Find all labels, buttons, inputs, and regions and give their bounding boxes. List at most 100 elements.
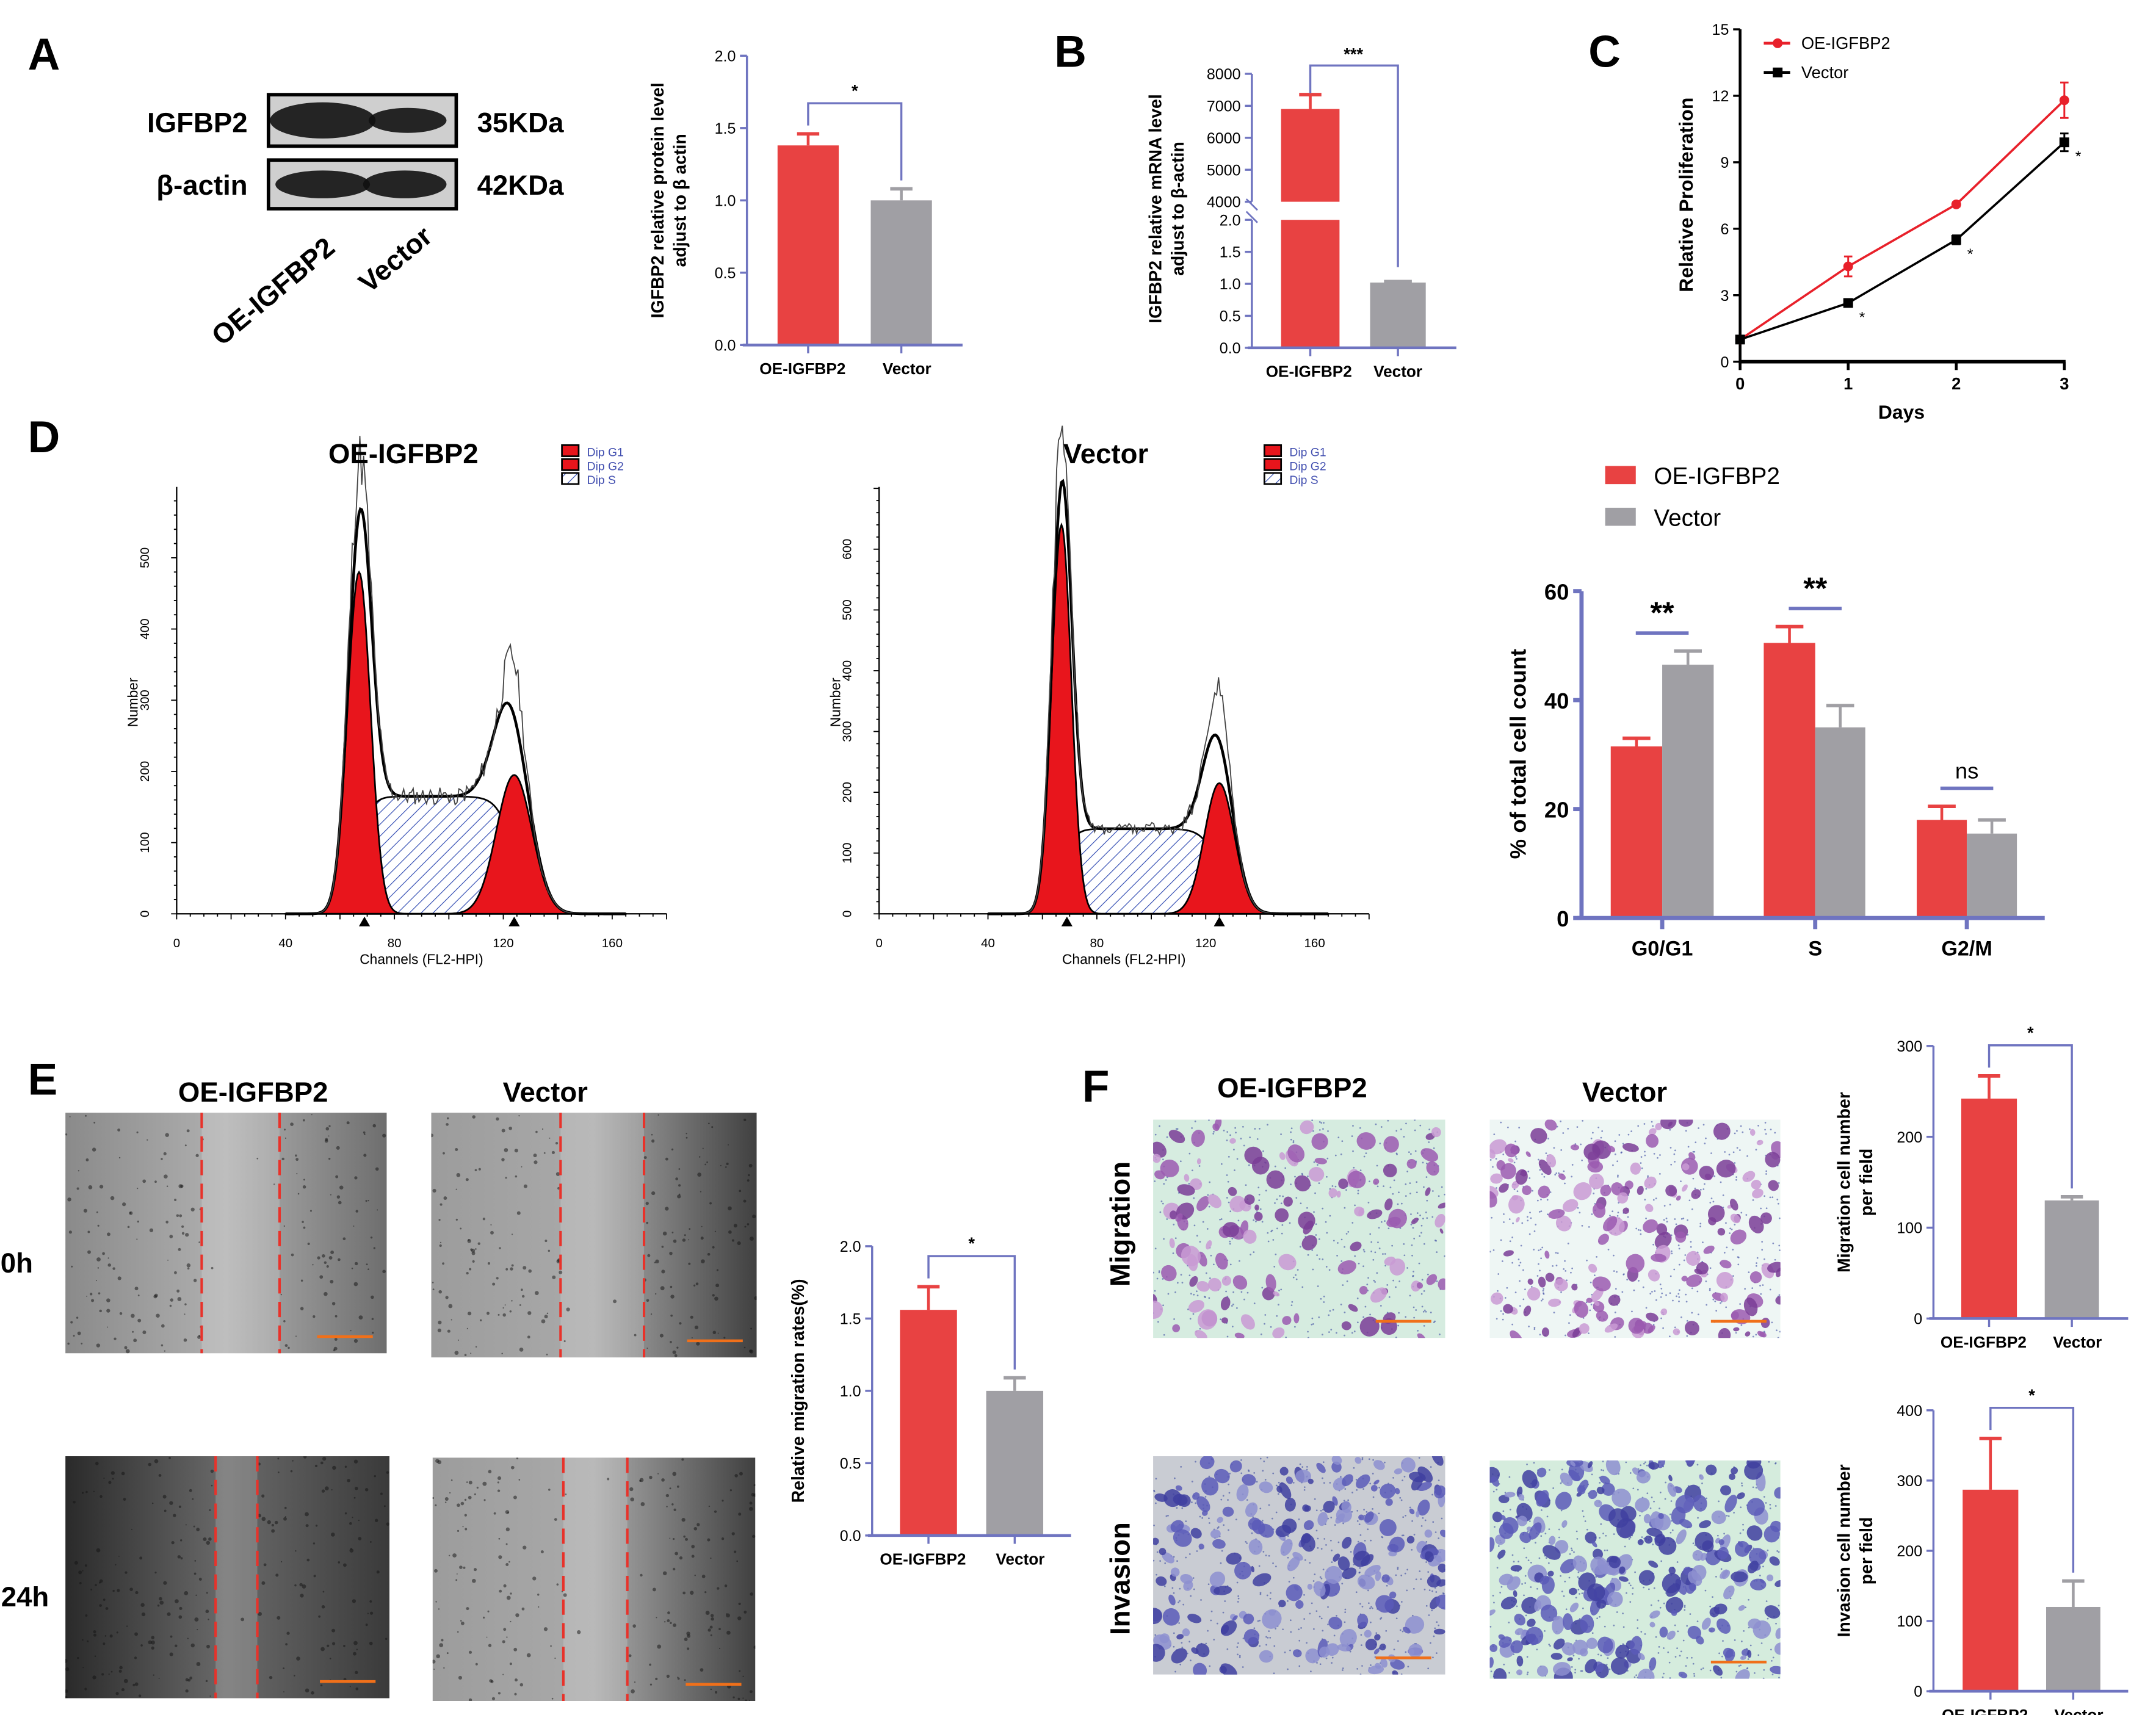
stained-cell: [1590, 1556, 1608, 1575]
cell-dot: [179, 1539, 183, 1542]
pore-dot: [1521, 1583, 1523, 1585]
pore-dot: [1162, 1158, 1164, 1161]
cell-dot: [559, 1270, 563, 1274]
pore-dot: [1378, 1227, 1380, 1229]
cell-dot: [650, 1313, 653, 1315]
stained-cell: [1489, 1537, 1495, 1553]
pore-dot: [1370, 1664, 1372, 1666]
stained-cell: [1716, 1272, 1734, 1289]
pore-dot: [1604, 1625, 1606, 1628]
pore-dot: [1264, 1479, 1267, 1481]
pore-dot: [1691, 1312, 1693, 1314]
stained-cell: [1618, 1576, 1629, 1582]
pore-dot: [1741, 1484, 1743, 1487]
pore-dot: [1536, 1275, 1539, 1277]
pore-dot: [1156, 1277, 1159, 1280]
pore-dot: [1567, 1128, 1569, 1130]
cell-dot: [487, 1610, 490, 1612]
pore-dot: [1516, 1158, 1518, 1160]
pore-dot: [1660, 1288, 1663, 1290]
cell-dot: [686, 1133, 687, 1135]
cell-dot: [283, 1128, 286, 1131]
pore-dot: [1425, 1541, 1428, 1543]
cell-dot: [154, 1459, 159, 1464]
pore-dot: [1366, 1284, 1369, 1286]
pore-dot: [1528, 1233, 1531, 1235]
pore-dot: [1663, 1219, 1665, 1221]
pore-dot: [1752, 1486, 1754, 1489]
stained-cell: [1611, 1182, 1624, 1196]
cell-dot: [336, 1195, 341, 1199]
stained-cell: [1276, 1486, 1282, 1493]
pore-dot: [1663, 1672, 1665, 1675]
cell-dot: [305, 1688, 309, 1693]
pore-dot: [1261, 1520, 1264, 1522]
cell-dot: [148, 1462, 151, 1467]
cell-dot: [490, 1224, 492, 1226]
pore-dot: [1315, 1610, 1318, 1612]
pore-dot: [1418, 1262, 1420, 1265]
pore-dot: [1541, 1299, 1543, 1302]
pore-dot: [1336, 1254, 1338, 1257]
stained-cell: [1592, 1203, 1606, 1218]
pore-dot: [1726, 1246, 1728, 1249]
cell-dot: [710, 1688, 712, 1691]
pore-dot: [1513, 1188, 1516, 1191]
pore-dot: [1187, 1308, 1189, 1310]
pore-dot: [1376, 1272, 1378, 1274]
stained-cell: [1591, 1288, 1604, 1302]
stained-cell: [1527, 1619, 1536, 1627]
pore-dot: [1387, 1227, 1390, 1230]
pore-dot: [1188, 1641, 1191, 1643]
stained-cell: [1729, 1199, 1738, 1211]
pore-dot: [1236, 1581, 1239, 1584]
pore-dot: [1499, 1592, 1501, 1594]
pore-dot: [1600, 1136, 1602, 1139]
stained-cell: [1713, 1122, 1731, 1140]
pore-dot: [1357, 1193, 1359, 1194]
cell-dot: [518, 1479, 521, 1481]
pore-dot: [1526, 1464, 1528, 1465]
cell-dot: [142, 1179, 147, 1183]
cell-dot: [326, 1265, 329, 1268]
stained-cell: [1757, 1330, 1765, 1337]
cell-dot: [154, 1572, 157, 1574]
cell-dot: [209, 1695, 211, 1697]
cell-dot: [369, 1641, 373, 1645]
cell-dot: [119, 1666, 123, 1670]
cell-dot: [661, 1269, 665, 1274]
cell-dot: [651, 1191, 656, 1196]
pore-dot: [1748, 1271, 1750, 1273]
pore-dot: [1740, 1125, 1742, 1127]
cell-dot: [159, 1597, 162, 1601]
stained-cell: [1696, 1636, 1704, 1645]
pore-dot: [1253, 1471, 1256, 1474]
stained-cell: [1222, 1222, 1239, 1238]
pore-dot: [1541, 1173, 1543, 1175]
scratch-gap: [563, 1457, 628, 1702]
pore-dot: [1298, 1518, 1300, 1520]
pore-dot: [1355, 1479, 1358, 1481]
pore-dot: [1657, 1157, 1659, 1159]
cell-dot: [67, 1342, 70, 1345]
cell-dot: [277, 1471, 280, 1473]
pore-dot: [1543, 1175, 1546, 1178]
stained-cell: [1668, 1567, 1676, 1575]
pore-dot: [1626, 1592, 1627, 1594]
cell-dot: [649, 1475, 653, 1479]
pore-dot: [1646, 1464, 1648, 1467]
pore-dot: [1599, 1537, 1601, 1539]
cell-dot: [466, 1327, 469, 1330]
stained-cell: [1221, 1317, 1228, 1324]
stained-cell: [1175, 1213, 1183, 1222]
cell-dot: [455, 1148, 458, 1151]
pore-dot: [1290, 1183, 1292, 1185]
stained-cell: [1572, 1639, 1588, 1655]
pore-dot: [1621, 1291, 1624, 1293]
pore-dot: [1326, 1232, 1328, 1234]
pore-dot: [1751, 1287, 1754, 1290]
stained-cell: [1286, 1584, 1303, 1601]
cell-dot: [722, 1500, 724, 1502]
cell-dot: [371, 1318, 374, 1320]
pore-dot: [1334, 1154, 1337, 1157]
